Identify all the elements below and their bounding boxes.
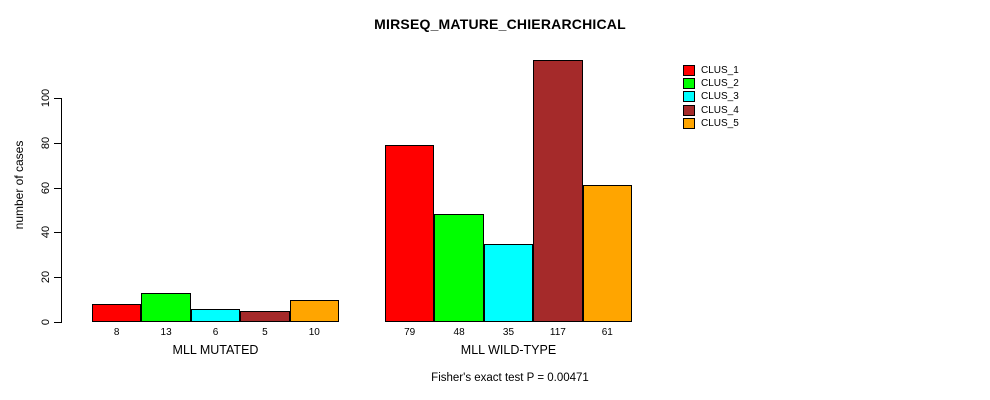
y-tick-label: 100 bbox=[40, 88, 52, 108]
y-tick-mark bbox=[54, 187, 61, 189]
legend-row: CLUS_3 bbox=[683, 90, 739, 103]
bar-clus_2-mll-wild-type bbox=[434, 214, 484, 322]
chart-title: MIRSEQ_MATURE_CHIERARCHICAL bbox=[374, 16, 626, 32]
bar-value-label: 117 bbox=[549, 327, 566, 338]
legend-row: CLUS_1 bbox=[683, 64, 739, 77]
legend-swatch-clus_4 bbox=[683, 104, 695, 116]
bar-value-label: 79 bbox=[404, 327, 416, 338]
y-tick-label: 80 bbox=[40, 136, 52, 149]
legend-label: CLUS_2 bbox=[701, 78, 739, 90]
caption: Fisher's exact test P = 0.00471 bbox=[431, 372, 589, 384]
x-group-label: MLL WILD-TYPE bbox=[460, 343, 557, 357]
bar-clus_3-mll-mutated bbox=[190, 308, 241, 322]
bar-value-label: 61 bbox=[601, 327, 613, 338]
legend-swatch-clus_1 bbox=[683, 65, 695, 77]
bar-value-label: 6 bbox=[212, 327, 219, 338]
legend-label: CLUS_1 bbox=[701, 65, 739, 77]
legend-swatch-clus_2 bbox=[683, 78, 695, 90]
y-tick-label: 20 bbox=[40, 271, 52, 284]
y-tick-label: 40 bbox=[40, 226, 52, 239]
legend-row: CLUS_5 bbox=[683, 117, 739, 130]
bar-clus_5-mll-wild-type bbox=[582, 185, 632, 322]
bar-value-label: 48 bbox=[453, 327, 465, 338]
legend-swatch-clus_3 bbox=[683, 91, 695, 103]
bar-clus_1-mll-wild-type bbox=[385, 145, 435, 322]
legend-label: CLUS_3 bbox=[701, 91, 739, 103]
y-tick-label: 0 bbox=[40, 318, 52, 326]
bar-value-label: 10 bbox=[308, 327, 320, 338]
bar-value-label: 5 bbox=[262, 327, 268, 338]
legend: CLUS_1 CLUS_2 CLUS_3 CLUS_4 CLUS_5 bbox=[683, 64, 739, 130]
bar-value-label: 8 bbox=[113, 327, 120, 338]
y-tick-label: 60 bbox=[40, 181, 52, 194]
legend-swatch-clus_5 bbox=[683, 117, 695, 129]
bar-clus_4-mll-wild-type bbox=[533, 59, 583, 322]
y-tick-mark bbox=[54, 277, 61, 279]
bar-clus_3-mll-wild-type bbox=[483, 243, 534, 322]
bar-value-label: 35 bbox=[502, 327, 515, 338]
bar-value-label: 13 bbox=[160, 327, 172, 338]
x-group-label: MLL MUTATED bbox=[172, 343, 259, 357]
y-axis-line bbox=[61, 98, 62, 323]
y-tick-mark bbox=[54, 232, 61, 234]
bar-clus_1-mll-mutated bbox=[92, 304, 142, 322]
y-tick-mark bbox=[54, 142, 61, 144]
legend-label: CLUS_4 bbox=[701, 104, 739, 116]
y-axis-title: number of cases bbox=[12, 140, 26, 230]
y-tick-mark bbox=[54, 98, 61, 99]
bar-clus_4-mll-mutated bbox=[240, 310, 290, 322]
legend-row: CLUS_2 bbox=[683, 77, 739, 90]
bar-clus_2-mll-mutated bbox=[141, 292, 191, 322]
legend-row: CLUS_4 bbox=[683, 104, 739, 117]
legend-label: CLUS_5 bbox=[701, 117, 739, 129]
bar-clus_5-mll-mutated bbox=[289, 299, 339, 322]
y-tick-mark bbox=[54, 322, 61, 323]
